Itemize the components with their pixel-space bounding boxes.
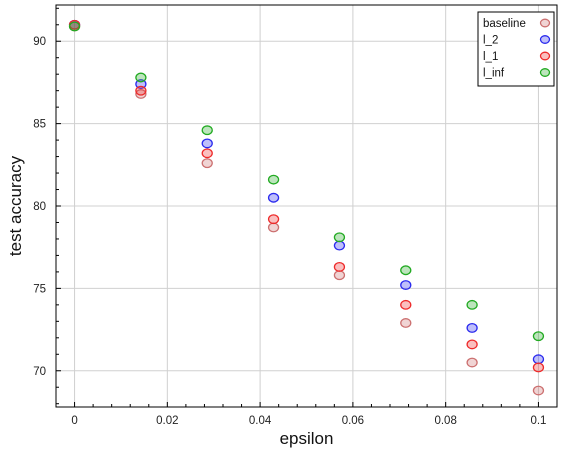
y-tick-label: 90	[33, 36, 46, 48]
legend-marker	[539, 18, 551, 28]
legend-label: l_inf	[483, 68, 505, 80]
y-tick-label: 80	[33, 201, 46, 213]
x-axis-label: epsilon	[280, 429, 334, 448]
x-tick-label: 0	[71, 415, 77, 427]
y-axis-label: test accuracy	[6, 155, 25, 256]
x-tick-label: 0.1	[530, 415, 546, 427]
data-point-l-2	[201, 138, 213, 149]
data-point-baseline	[201, 158, 213, 169]
data-point-l-2	[267, 192, 280, 203]
data-point-l-inf	[267, 174, 280, 185]
data-point-l-2	[333, 240, 346, 251]
data-point-l-inf	[68, 21, 81, 32]
data-point-baseline	[333, 270, 346, 281]
data-point-l-1	[532, 362, 545, 373]
y-tick-label: 75	[33, 283, 46, 295]
data-point-baseline	[532, 385, 545, 396]
y-tick-label: 70	[33, 366, 46, 378]
legend-marker	[539, 35, 551, 44]
x-tick-label: 0.08	[434, 415, 456, 427]
data-point-l-1	[466, 339, 478, 350]
data-point-l-inf	[135, 72, 147, 83]
data-point-l-2	[400, 280, 412, 291]
data-point-l-1	[201, 148, 213, 159]
data-point-l-inf	[532, 331, 545, 342]
legend-label: l_2	[483, 35, 498, 47]
legend-label: baseline	[483, 18, 526, 30]
data-point-l-1	[135, 85, 147, 96]
legend-label: l_1	[483, 51, 498, 63]
x-tick-label: 0.04	[249, 415, 272, 427]
data-point-l-inf	[400, 265, 412, 276]
x-tick-label: 0.02	[156, 415, 178, 427]
x-axis: 0 0.02 0.04 0.06 0.08 0.1	[55, 402, 546, 427]
data-point-l-1	[400, 299, 412, 310]
data-point-baseline	[267, 222, 280, 233]
legend: baseline l_2 l_1 l_inf	[477, 11, 555, 87]
data-point-l-inf	[466, 299, 478, 310]
data-point-l-inf	[201, 125, 213, 136]
data-point-l-2	[532, 354, 545, 365]
data-point-l-1	[267, 214, 280, 225]
y-tick-label: 85	[33, 119, 46, 131]
data-point-l-1	[333, 262, 346, 272]
data-points	[68, 19, 545, 396]
data-point-baseline	[135, 89, 147, 99]
legend-marker	[539, 68, 551, 77]
x-tick-label: 0.06	[342, 415, 364, 427]
y-axis: 70 75 80 85 90	[33, 7, 61, 405]
data-point-baseline	[400, 318, 412, 328]
data-point-l-inf	[333, 232, 346, 243]
legend-marker	[539, 51, 551, 61]
data-point-l-2	[466, 322, 478, 333]
data-point-baseline	[466, 357, 478, 368]
